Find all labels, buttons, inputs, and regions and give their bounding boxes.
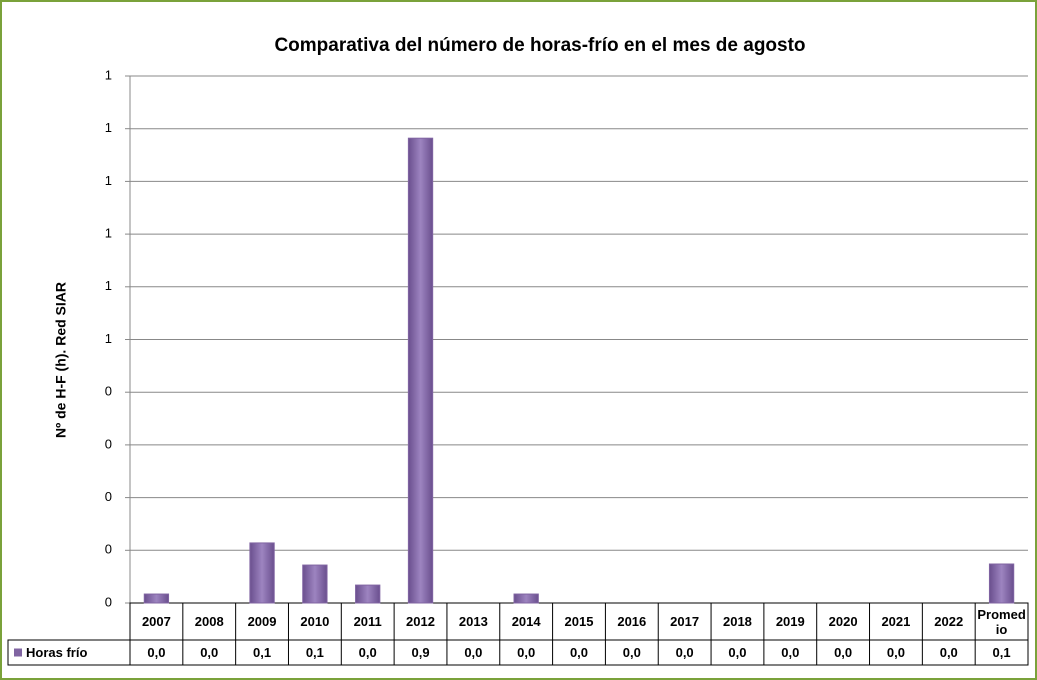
x-category-cell: 2009	[247, 614, 277, 629]
y-tick-label: 1	[105, 331, 112, 346]
x-tick-label: Promedio	[977, 606, 1026, 637]
bar	[513, 593, 539, 604]
x-category-cell: 2015	[564, 614, 594, 629]
y-tick-label: 0	[105, 384, 112, 399]
x-category-cell: 2011	[353, 614, 382, 629]
y-tick-label: 1	[105, 67, 112, 82]
x-category-cell: 2018	[722, 614, 752, 629]
value-label: 0,0	[623, 645, 641, 660]
value-label: 0,0	[728, 645, 746, 660]
x-category-cell: 2019	[775, 614, 805, 629]
x-category-cell: Promedio	[977, 606, 1026, 637]
value-label: 0,0	[940, 645, 958, 660]
value-label: 0,0	[887, 645, 905, 660]
bar	[143, 593, 170, 604]
y-tick-label: 0	[105, 594, 112, 609]
x-category-cell: 2008	[194, 614, 224, 629]
x-category-cell: 2022	[934, 614, 964, 629]
x-tick-label: 2021	[881, 614, 911, 629]
x-category-cell: 2014	[511, 614, 541, 629]
value-label: 0,0	[147, 645, 165, 660]
x-tick-label: 2013	[458, 614, 488, 629]
y-tick-label: 0	[105, 542, 112, 557]
y-tick-label: 1	[105, 226, 112, 241]
value-label: 0,0	[517, 645, 535, 660]
value-label: 0,1	[253, 645, 271, 660]
x-tick-label: 2022	[934, 614, 964, 629]
x-category-cell: 2012	[406, 614, 435, 629]
data-table	[129, 602, 1029, 666]
value-label: 0,0	[200, 645, 218, 660]
x-tick-label: 2012	[406, 614, 435, 629]
y-tick-label: 0	[105, 489, 112, 504]
value-label: 0,0	[464, 645, 482, 660]
x-category-cell: 2020	[828, 614, 858, 629]
legend-swatch	[14, 648, 22, 657]
x-tick-label: 2019	[775, 614, 805, 629]
value-label: 0,0	[676, 645, 694, 660]
x-tick-label: 2016	[617, 614, 647, 629]
x-tick-label: 2008	[194, 614, 224, 629]
bar	[249, 542, 275, 604]
x-tick-label: 2009	[247, 614, 277, 629]
x-tick-label: 2007	[141, 614, 171, 629]
x-category-cell: 2021	[881, 614, 911, 629]
y-tick-label: 1	[105, 120, 112, 135]
value-label: 0,0	[359, 645, 377, 660]
x-tick-label: 2020	[828, 614, 858, 629]
chart-title: Comparativa del número de horas-frío en …	[274, 35, 805, 56]
x-category-cell: 2017	[670, 614, 700, 629]
x-category-cell: 2010	[300, 614, 330, 629]
bar	[407, 137, 434, 604]
x-tick-label: 2018	[722, 614, 752, 629]
y-tick-label: 0	[105, 436, 112, 451]
x-tick-label: 2011	[353, 614, 382, 629]
bar	[355, 584, 381, 604]
bar	[988, 563, 1015, 604]
table-legend-cell	[7, 639, 131, 666]
x-category-cell: 2007	[141, 614, 171, 629]
x-tick-label: 2010	[300, 614, 330, 629]
value-label: 0,0	[781, 645, 799, 660]
value-label: 0,0	[570, 645, 588, 660]
value-label: 0,0	[834, 645, 852, 660]
x-tick-label: 2014	[511, 614, 541, 629]
x-category-cell: 2013	[458, 614, 488, 629]
y-tick-label: 1	[105, 173, 112, 188]
y-axis-title: Nº de H-F (h). Red SIAR	[53, 282, 69, 438]
value-label: 0,9	[411, 645, 429, 660]
x-tick-label: 2017	[670, 614, 700, 629]
x-tick-label: 2015	[564, 614, 594, 629]
value-label: 0,1	[993, 645, 1011, 660]
y-tick-label: 1	[105, 278, 112, 293]
value-label: 0,1	[306, 645, 324, 660]
bar	[302, 564, 328, 604]
x-category-cell: 2016	[617, 614, 647, 629]
legend-label: Horas frío	[26, 645, 87, 660]
